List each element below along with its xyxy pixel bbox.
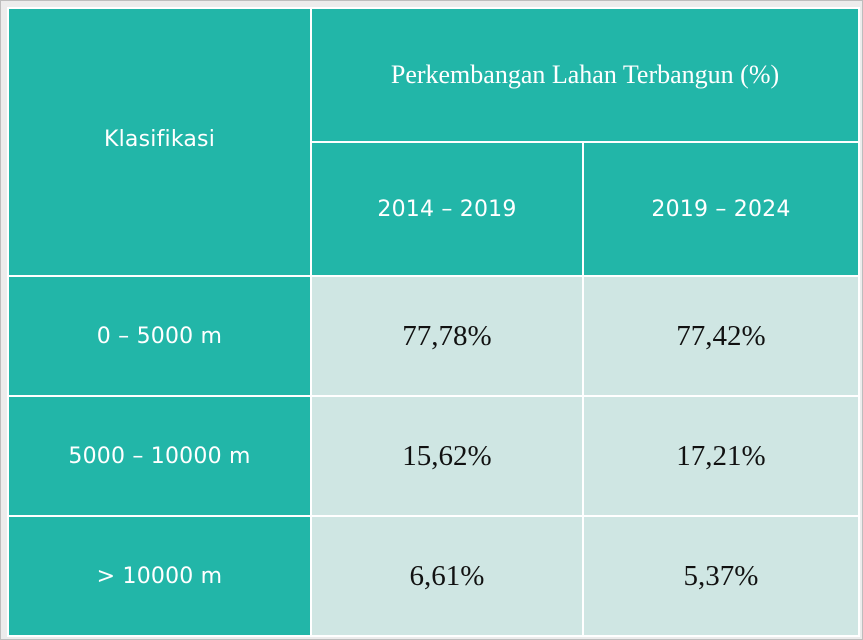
row-value-2019-2024: 17,21% — [582, 395, 860, 517]
table-row: 0 – 5000 m 77,78% 77,42% — [7, 275, 860, 397]
header-group-title: Perkembangan Lahan Terbangun (%) — [310, 7, 860, 143]
row-value-2014-2019: 15,62% — [310, 395, 584, 517]
row-value-2014-2019: 77,78% — [310, 275, 584, 397]
table-row: > 10000 m 6,61% 5,37% — [7, 515, 860, 637]
row-value-2014-2019: 6,61% — [310, 515, 584, 637]
table-row: 5000 – 10000 m 15,62% 17,21% — [7, 395, 860, 517]
row-value-2019-2024: 5,37% — [582, 515, 860, 637]
header-klasifikasi: Klasifikasi — [7, 7, 312, 277]
land-development-table: Klasifikasi Perkembangan Lahan Terbangun… — [7, 7, 860, 637]
header-row-top: Klasifikasi Perkembangan Lahan Terbangun… — [7, 7, 860, 277]
header-klasifikasi-label: Klasifikasi — [103, 126, 216, 152]
row-label: 0 – 5000 m — [7, 275, 312, 397]
row-label: 5000 – 10000 m — [7, 395, 312, 517]
header-period-1: 2014 – 2019 — [310, 141, 584, 277]
header-row-periods: 2014 – 2019 2019 – 2024 — [8, 141, 860, 277]
row-label: > 10000 m — [7, 515, 312, 637]
header-period-2: 2019 – 2024 — [582, 141, 860, 277]
row-value-2019-2024: 77,42% — [582, 275, 860, 397]
